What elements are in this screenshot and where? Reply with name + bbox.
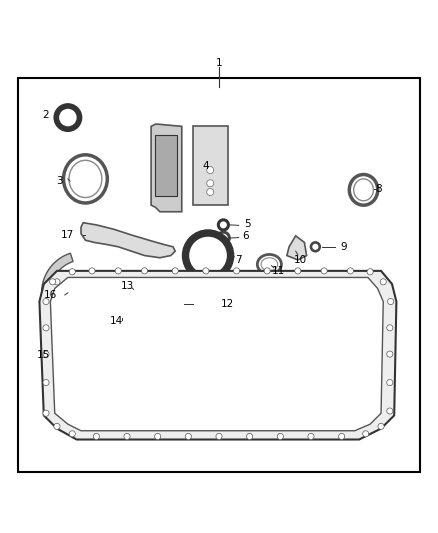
Circle shape xyxy=(277,433,283,440)
Circle shape xyxy=(59,109,77,126)
Polygon shape xyxy=(131,293,184,310)
Circle shape xyxy=(93,433,99,440)
Text: 1: 1 xyxy=(215,58,223,68)
Text: 15: 15 xyxy=(37,350,50,360)
Circle shape xyxy=(347,268,353,274)
Circle shape xyxy=(380,279,386,285)
Circle shape xyxy=(117,309,133,325)
Circle shape xyxy=(217,219,230,231)
Circle shape xyxy=(43,298,49,304)
Circle shape xyxy=(387,325,393,331)
Text: 11: 11 xyxy=(272,266,285,276)
Circle shape xyxy=(220,221,227,229)
Circle shape xyxy=(172,268,178,274)
Circle shape xyxy=(189,237,227,274)
Circle shape xyxy=(321,268,327,274)
Text: 16: 16 xyxy=(44,290,57,300)
Circle shape xyxy=(89,268,95,274)
Circle shape xyxy=(112,304,138,330)
Text: 17: 17 xyxy=(61,230,74,240)
Text: 4: 4 xyxy=(202,161,209,171)
Polygon shape xyxy=(46,348,61,359)
Circle shape xyxy=(43,325,49,331)
Circle shape xyxy=(216,231,231,246)
Circle shape xyxy=(130,287,137,294)
Circle shape xyxy=(124,433,130,440)
Circle shape xyxy=(310,241,321,253)
Circle shape xyxy=(378,423,384,430)
Circle shape xyxy=(295,268,301,274)
Circle shape xyxy=(127,285,140,297)
Circle shape xyxy=(339,433,345,440)
Circle shape xyxy=(387,351,393,357)
Circle shape xyxy=(308,433,314,440)
Polygon shape xyxy=(193,126,228,205)
Polygon shape xyxy=(151,124,182,212)
Circle shape xyxy=(203,268,209,274)
Polygon shape xyxy=(50,278,383,431)
Circle shape xyxy=(388,298,394,304)
Circle shape xyxy=(115,268,121,274)
Text: 14: 14 xyxy=(110,316,123,326)
Circle shape xyxy=(43,351,49,357)
Text: 5: 5 xyxy=(244,219,251,229)
Text: 10: 10 xyxy=(293,255,307,265)
Text: 7: 7 xyxy=(235,255,242,265)
Text: 9: 9 xyxy=(340,242,347,252)
Circle shape xyxy=(53,103,82,132)
Circle shape xyxy=(216,433,222,440)
Polygon shape xyxy=(39,271,396,440)
Text: 6: 6 xyxy=(242,231,249,241)
Circle shape xyxy=(387,379,393,386)
Circle shape xyxy=(312,244,318,250)
Circle shape xyxy=(233,268,240,274)
Circle shape xyxy=(182,229,234,282)
Text: 3: 3 xyxy=(56,176,63,186)
Polygon shape xyxy=(287,236,307,260)
Text: 8: 8 xyxy=(375,183,382,193)
Polygon shape xyxy=(155,135,177,197)
Polygon shape xyxy=(42,253,73,305)
Circle shape xyxy=(49,279,56,285)
Circle shape xyxy=(185,433,191,440)
Text: 13: 13 xyxy=(120,281,134,291)
Text: 2: 2 xyxy=(42,110,49,120)
Circle shape xyxy=(54,423,60,430)
Circle shape xyxy=(367,269,373,275)
Circle shape xyxy=(247,433,253,440)
Circle shape xyxy=(207,180,214,187)
Circle shape xyxy=(54,279,60,285)
Circle shape xyxy=(141,268,148,274)
Text: 12: 12 xyxy=(221,298,234,309)
Circle shape xyxy=(207,167,214,174)
Circle shape xyxy=(69,269,75,275)
Circle shape xyxy=(207,189,214,196)
Circle shape xyxy=(43,410,49,416)
Circle shape xyxy=(219,233,228,243)
Circle shape xyxy=(363,431,369,437)
Circle shape xyxy=(264,268,270,274)
Circle shape xyxy=(155,433,161,440)
Circle shape xyxy=(69,431,75,437)
Circle shape xyxy=(387,408,393,414)
FancyBboxPatch shape xyxy=(18,78,420,472)
Polygon shape xyxy=(81,223,175,258)
Circle shape xyxy=(43,379,49,386)
